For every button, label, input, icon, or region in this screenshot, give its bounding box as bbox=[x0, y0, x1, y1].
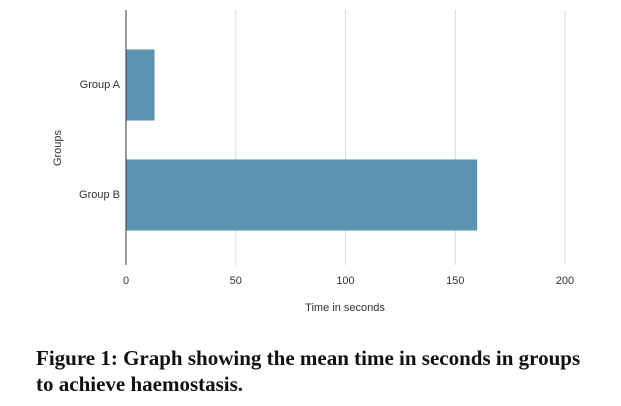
x-axis-label: Time in seconds bbox=[305, 302, 385, 314]
x-tick-label: 0 bbox=[123, 275, 129, 287]
x-tick-label: 150 bbox=[446, 275, 464, 287]
bar bbox=[126, 49, 155, 121]
y-tick-label: Group B bbox=[79, 189, 120, 201]
chart: Time in seconds Groups 0 50 100 150 200 Group… bbox=[52, 10, 574, 314]
x-tick-label: 50 bbox=[230, 275, 242, 287]
y-tick-label: Group A bbox=[80, 79, 121, 91]
y-axis-label: Groups bbox=[52, 129, 64, 166]
bar bbox=[126, 159, 478, 231]
x-tick-label: 200 bbox=[556, 275, 574, 287]
figure-caption: Figure 1: Graph showing the mean time in… bbox=[36, 346, 581, 396]
x-tick-label: 100 bbox=[336, 275, 354, 287]
